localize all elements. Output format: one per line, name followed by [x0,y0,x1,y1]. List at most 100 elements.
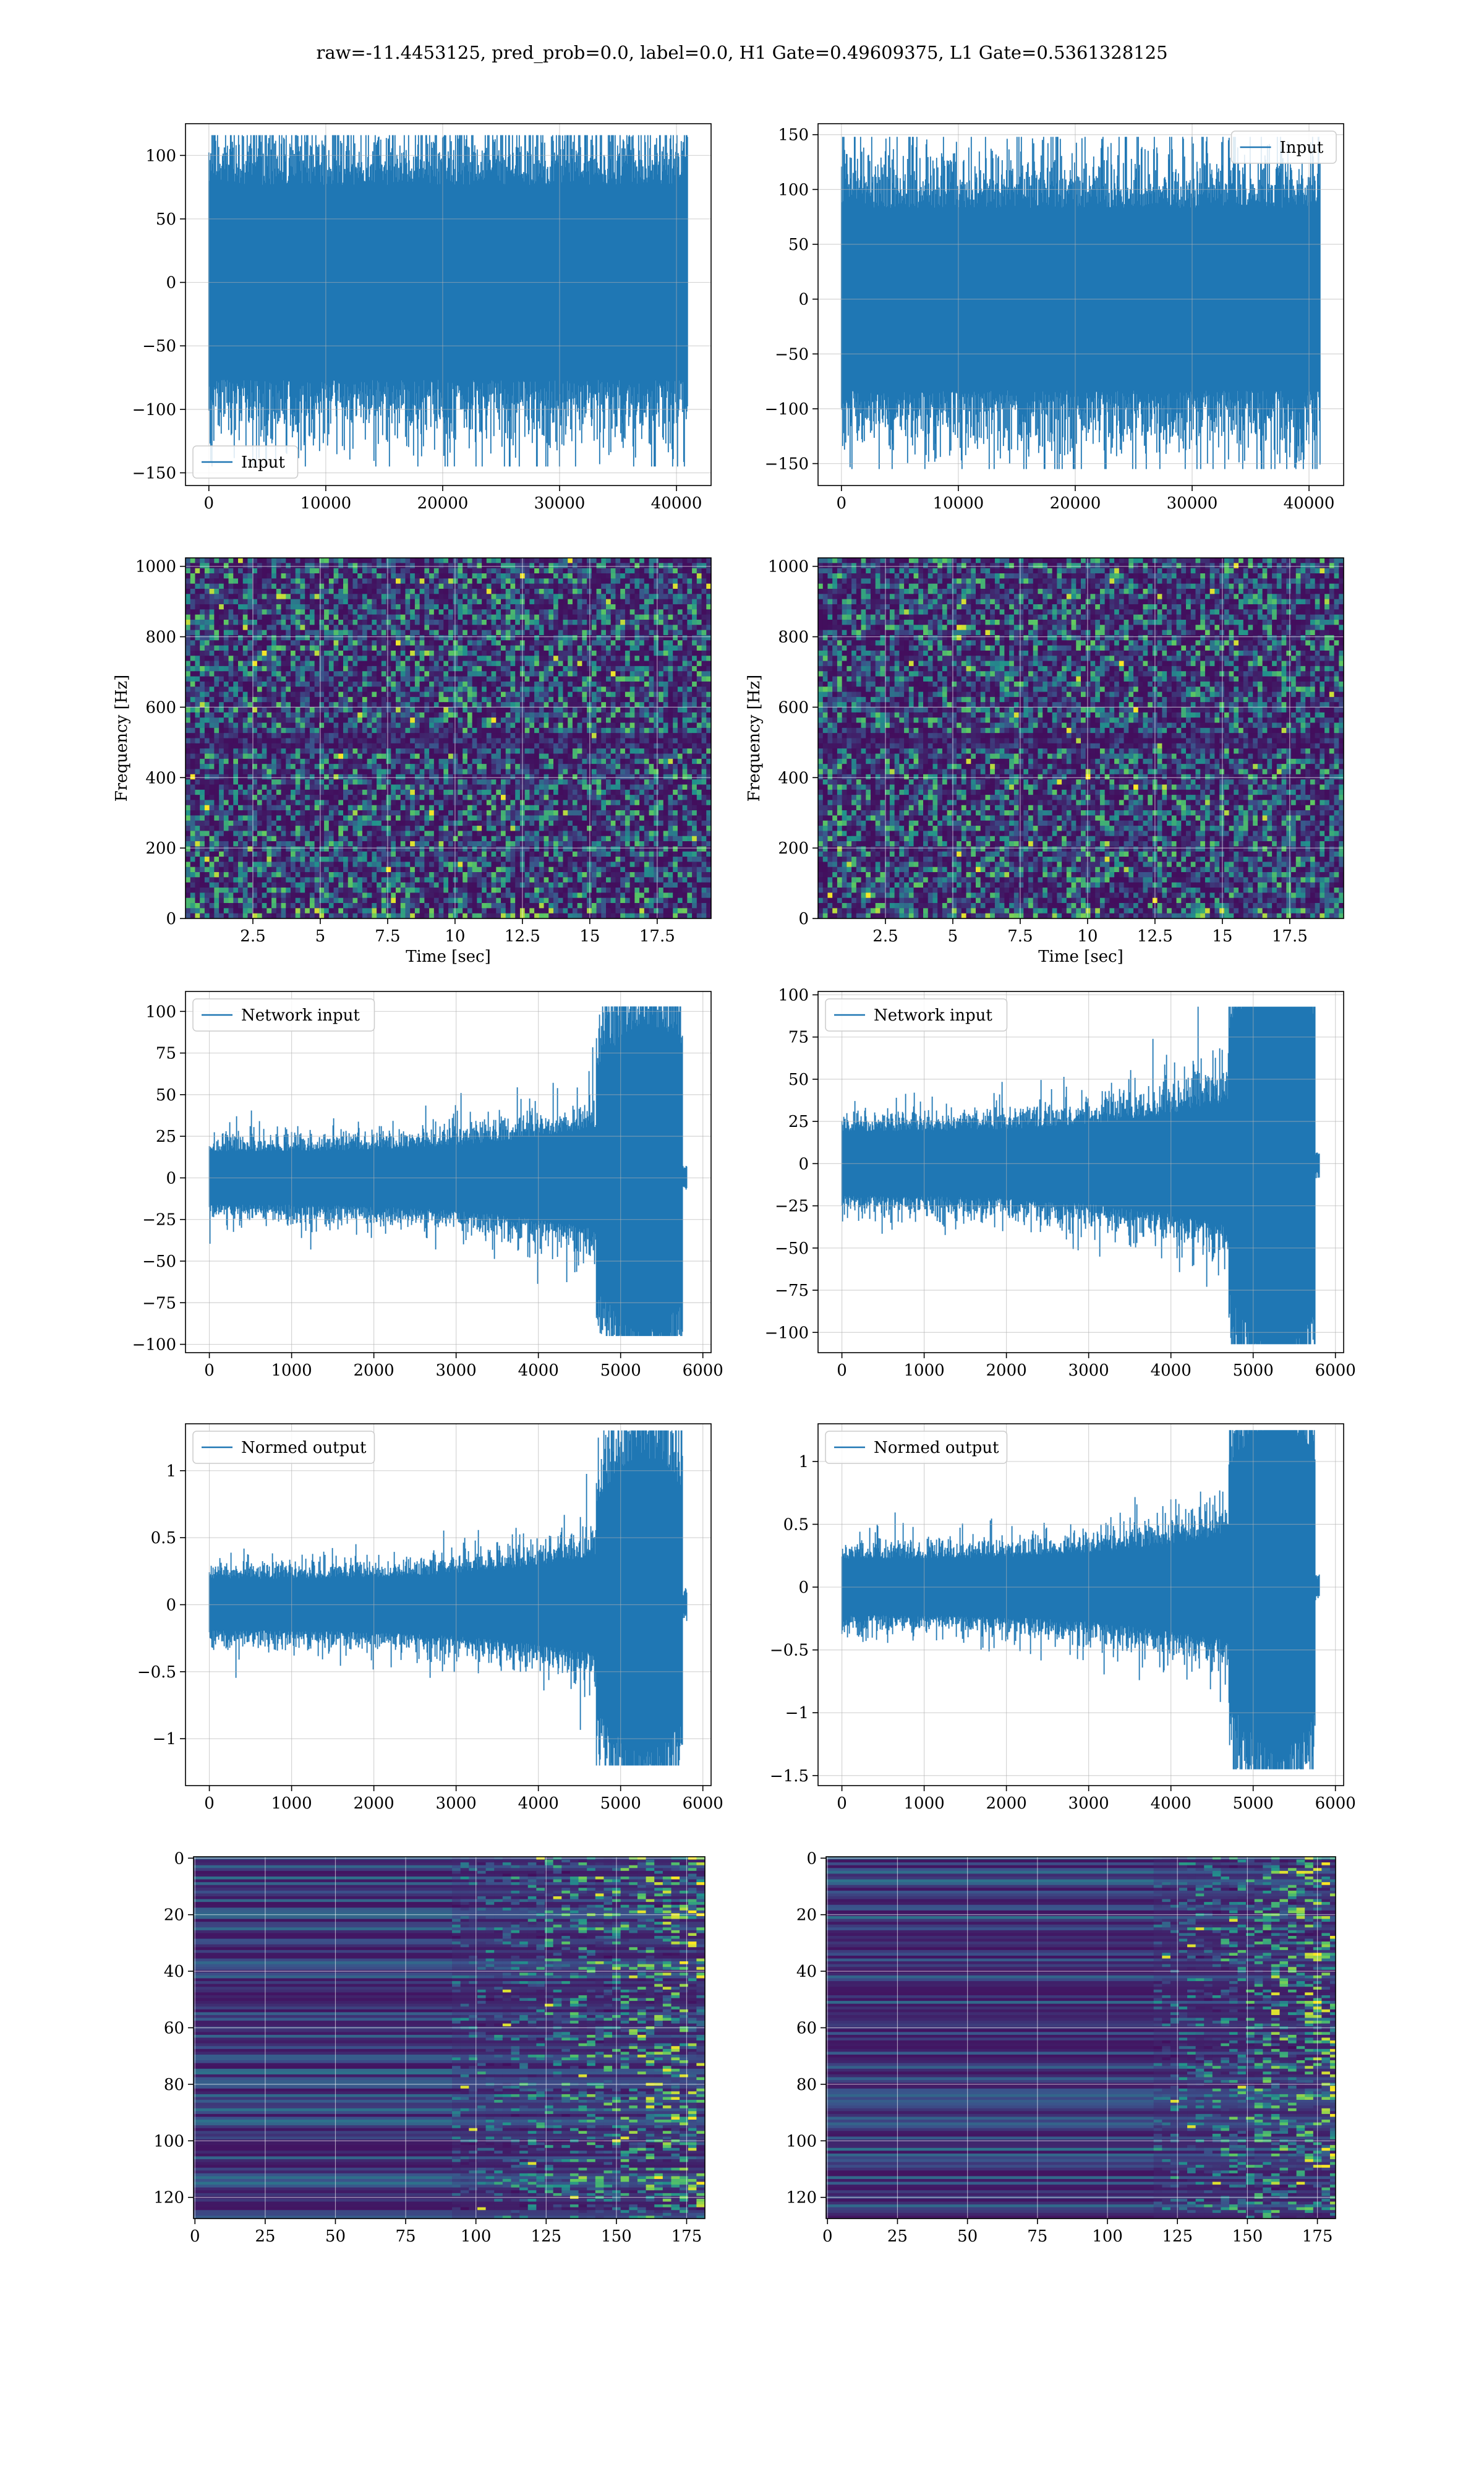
normed-output-l1-ytick-label: −1.5 [770,1767,809,1786]
spectrogram-l1-xtick-label: 17.5 [1272,927,1308,946]
feature-map-l1-ytick-label: 60 [796,2019,817,2038]
input-h1-ytick-label: 0 [166,274,176,293]
input-h1-panel: 0 10000 20000 30000 40000 −150 −100 −50 0 50 100 In… [132,123,712,513]
feature-map-l1-xtick-label: 25 [887,2227,908,2246]
input-l1-xtick-label: 0 [837,494,847,513]
spectrogram-l1-cells [818,558,1344,918]
normed-output-l1-xtick-label: 0 [837,1794,847,1813]
network-input-h1-xtick-label: 1000 [271,1361,312,1380]
network-input-l1-ytick-label: −50 [775,1239,809,1258]
normed-output-l1-xtick-label: 3000 [1068,1794,1109,1813]
network-input-l1-ytick-label: 75 [788,1029,809,1047]
network-input-h1-ytick-label: 25 [156,1128,176,1146]
spectrogram-l1-ytick-label: 0 [798,910,809,928]
network-input-h1-legend: Network input [192,998,375,1032]
input-h1-axes-frame [185,123,712,486]
input-h1-ytick-label: 50 [156,210,176,229]
normed-output-l1-ytick-label: 0.5 [783,1516,809,1534]
spectrogram-l1-xtick-label: 12.5 [1137,927,1173,946]
spectrogram-h1-xtick-label: 2.5 [240,927,265,946]
spectrogram-l1-xtick-label: 5 [948,927,958,946]
figure-title: raw=-11.4453125, pred_prob=0.0, label=0.… [0,42,1484,63]
feature-map-h1-xtick-label: 50 [325,2227,346,2246]
network-input-l1-panel: 0 1000 2000 3000 4000 5000 6000 −100 −75 −50 −25 0 2… [765,986,1356,1380]
spectrogram-h1-xtick-label: 5 [315,927,326,946]
input-l1-axes-frame [817,123,1344,486]
network-input-h1-xtick-label: 3000 [436,1361,477,1380]
normed-output-h1-xtick-label: 0 [204,1794,215,1813]
normed-output-l1-xtick-label: 5000 [1233,1794,1274,1813]
network-input-h1-legend-label: Network input [241,1006,360,1025]
network-input-h1-xtick-label: 4000 [518,1361,559,1380]
normed-output-l1-axes-frame [817,1423,1344,1786]
spectrogram-l1-ytick-label: 400 [778,769,809,787]
network-input-l1-series-line [841,1006,1320,1345]
network-input-h1-ytick-label: 0 [166,1169,176,1188]
network-input-l1-legend-box [825,998,1008,1032]
input-h1-xtick-label: 30000 [534,494,586,513]
input-h1-legend-box [192,445,299,479]
normed-output-h1-legend: Normed output [192,1431,375,1464]
network-input-l1-ytick-label: 0 [798,1155,809,1173]
spectrogram-h1-ytick-label: 200 [145,839,176,858]
spectrogram-l1-xtick-label: 15 [1212,927,1232,946]
normed-output-h1-series-line [208,1430,688,1766]
feature-map-l1-xtick-label: 175 [1302,2227,1333,2246]
feature-map-h1-xtick-label: 75 [396,2227,416,2246]
normed-output-h1-panel: 0 1000 2000 3000 4000 5000 6000 −1 −0.5 0 0.5 1 Norm… [137,1423,723,1813]
normed-output-l1-series-line [841,1430,1320,1770]
network-input-h1-panel: 0 1000 2000 3000 4000 5000 6000 −100 −75 −50 −25 0 2… [132,991,723,1380]
normed-output-h1-ytick-label: 0.5 [151,1529,176,1547]
network-input-l1-ytick-label: 50 [788,1071,809,1089]
network-input-h1-xtick-label: 5000 [600,1361,641,1380]
normed-output-l1-legend-label: Normed output [874,1439,999,1457]
spectrogram-l1-ytick-label: 1000 [768,558,809,576]
input-l1-ytick-label: −150 [765,455,809,474]
spectrogram-h1-ytick-label: 0 [166,910,176,928]
normed-output-l1-xtick-label: 1000 [904,1794,945,1813]
normed-output-l1-ytick-label: −0.5 [770,1641,809,1660]
spectrogram-h1-xtick-label: 10 [445,927,465,946]
normed-output-l1-xtick-label: 6000 [1315,1794,1356,1813]
input-l1-xtick-label: 10000 [933,494,984,513]
spectrogram-h1-xtick-label: 12.5 [505,927,540,946]
network-input-l1-xtick-label: 3000 [1068,1361,1109,1380]
spectrogram-h1-xtick-label: 17.5 [639,927,675,946]
normed-output-l1-xtick-label: 4000 [1151,1794,1192,1813]
normed-output-l1-legend: Normed output [825,1431,1008,1464]
spectrogram-l1-axes-frame [817,557,1344,919]
input-h1-ytick-label: 100 [145,147,176,165]
feature-map-l1-cells [826,1857,1336,2219]
network-input-h1-ytick-label: 100 [145,1003,176,1021]
normed-output-h1-ytick-label: −1 [153,1730,176,1748]
input-h1-legend: Input [192,445,299,479]
network-input-h1-ytick-label: −50 [142,1252,176,1271]
spectrogram-l1-xtick-label: 7.5 [1007,927,1033,946]
normed-output-h1-legend-label: Normed output [241,1439,367,1457]
feature-map-h1-xtick-label: 100 [461,2227,492,2246]
input-l1-ytick-label: 150 [778,126,809,145]
normed-output-l1-legend-box [825,1431,1008,1464]
input-h1-xtick-label: 0 [204,494,215,513]
feature-map-l1-xtick-label: 75 [1027,2227,1047,2246]
normed-output-h1-xtick-label: 3000 [436,1794,477,1813]
spectrogram-l1-ytick-label: 800 [778,628,809,647]
feature-map-l1-axes-frame [825,1856,1336,2219]
network-input-h1-ytick-label: −75 [142,1294,176,1312]
network-input-l1-legend: Network input [825,998,1008,1032]
spectrogram-h1-xlabel: Time [sec] [406,948,491,966]
spectrogram-h1-xtick-label: 7.5 [375,927,400,946]
spectrogram-h1-panel: 2.5 5 7.5 10 12.5 15 17.5 0 200 400 600 800 1000 Time… [113,557,712,966]
input-l1-ytick-label: 0 [798,291,809,309]
feature-map-h1-ytick-label: 20 [164,1906,184,1925]
feature-map-h1-ytick-label: 80 [164,2076,184,2094]
feature-map-l1-xtick-label: 0 [822,2227,833,2246]
input-h1-ytick-label: −100 [132,401,176,419]
normed-output-h1-xtick-label: 6000 [683,1794,723,1813]
network-input-l1-xtick-label: 2000 [986,1361,1027,1380]
input-l1-series-line [840,137,1321,469]
normed-output-h1-legend-box [192,1431,375,1464]
normed-output-l1-xtick-label: 2000 [986,1794,1027,1813]
input-l1-legend: Input [1230,131,1337,164]
